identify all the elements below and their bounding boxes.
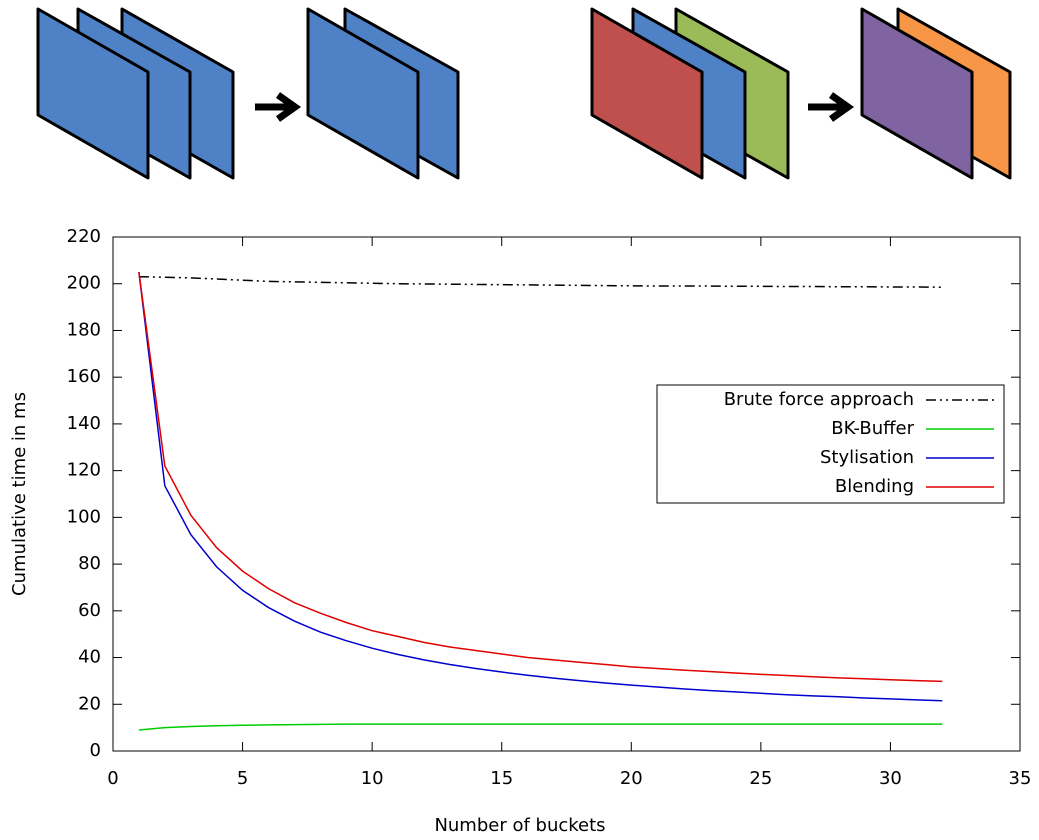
- series-line: [138, 271, 943, 702]
- y-tick-label: 40: [78, 647, 101, 668]
- series-line: [138, 723, 943, 731]
- plot-frame: [112, 236, 1021, 752]
- series-line: [138, 271, 943, 683]
- y-tick-label: 200: [67, 273, 101, 294]
- x-tick-label: 5: [237, 768, 248, 789]
- arrow: [808, 92, 855, 122]
- legend-label: Blending: [835, 476, 914, 497]
- y-tick-label: 120: [67, 460, 101, 481]
- y-tick-label: 180: [67, 319, 101, 340]
- y-tick-label: 80: [78, 553, 101, 574]
- legend-label: BK-Buffer: [831, 418, 914, 439]
- x-tick-label: 0: [107, 768, 118, 789]
- y-tick-label: 60: [78, 600, 101, 621]
- diagram: [36, 7, 1012, 180]
- x-tick-label: 30: [879, 768, 902, 789]
- y-tick-label: 20: [78, 693, 101, 714]
- legend-label: Stylisation: [820, 447, 914, 468]
- arrow: [255, 92, 302, 122]
- x-tick-label: 15: [490, 768, 513, 789]
- y-tick-label: 140: [67, 413, 101, 434]
- panel: [36, 7, 150, 180]
- y-tick-label: 0: [90, 740, 101, 761]
- x-tick-label: 35: [1009, 768, 1032, 789]
- x-axis-label: Number of buckets: [434, 815, 605, 836]
- x-tick-label: 25: [749, 768, 772, 789]
- y-tick-label: 220: [67, 226, 101, 247]
- series-line: [138, 275, 943, 288]
- panel: [306, 7, 420, 180]
- y-tick-label: 100: [67, 506, 101, 527]
- panel: [590, 7, 704, 180]
- legend-box: [656, 384, 1005, 504]
- x-tick-label: 10: [361, 768, 384, 789]
- legend-label: Brute force approach: [724, 389, 914, 410]
- panel: [860, 7, 974, 180]
- y-axis-label: Cumulative time in ms: [9, 392, 30, 596]
- x-tick-label: 20: [620, 768, 643, 789]
- y-tick-label: 160: [67, 366, 101, 387]
